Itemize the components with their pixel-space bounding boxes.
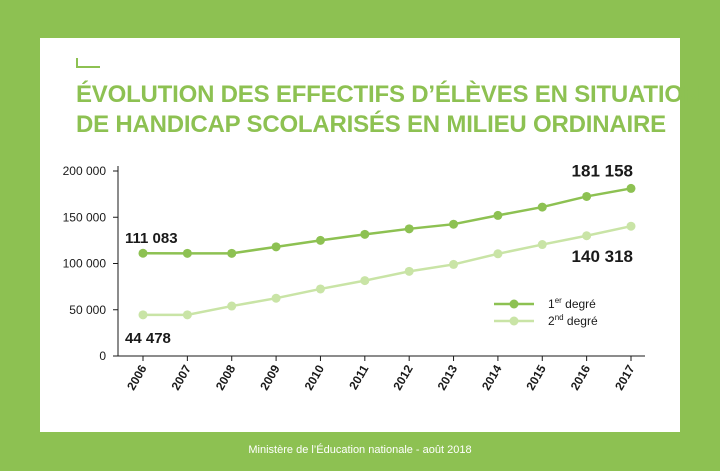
x-tick-label: 2010 [302, 362, 328, 392]
x-tick-label: 2016 [568, 362, 594, 392]
series-line [142, 187, 632, 255]
legend-label: 1er degré [548, 296, 596, 311]
data-point [493, 249, 503, 259]
chart-title-line-2: DE HANDICAP SCOLARISÉS EN MILIEU ORDINAI… [76, 111, 666, 138]
data-point [227, 301, 237, 311]
data-point [537, 240, 547, 250]
data-point [315, 284, 325, 294]
data-point [404, 224, 414, 234]
data-label: 181 158 [572, 161, 633, 180]
data-point [404, 266, 414, 276]
data-point [449, 259, 459, 269]
footer-credit: Ministère de l’Éducation nationale - aoû… [248, 444, 472, 456]
x-tick-label: 2011 [346, 362, 371, 392]
y-tick-label: 50 000 [69, 303, 106, 317]
chart-panel: ÉVOLUTION DES EFFECTIFS D’ÉLÈVES EN SITU… [40, 38, 700, 432]
y-tick-label: 150 000 [63, 210, 107, 224]
series-line [142, 224, 632, 317]
data-point [315, 235, 325, 245]
chart-title-line-1: ÉVOLUTION DES EFFECTIFS D’ÉLÈVES EN SITU… [76, 81, 700, 108]
x-tick-label: 2014 [479, 362, 505, 392]
x-tick-label: 2013 [435, 362, 461, 392]
x-tick-label: 2006 [124, 362, 150, 392]
data-point [271, 242, 281, 252]
data-point [626, 221, 636, 231]
y-tick-label: 200 000 [63, 164, 107, 178]
data-point [360, 276, 370, 286]
x-tick-label: 2007 [168, 362, 194, 392]
data-point [493, 210, 503, 220]
x-tick-label: 2017 [612, 362, 638, 392]
x-tick-label: 2012 [390, 362, 416, 392]
legend-swatch-marker [509, 299, 519, 309]
data-point [271, 293, 281, 303]
data-point [449, 219, 459, 229]
data-label: 44 478 [125, 330, 171, 347]
data-point [138, 310, 148, 320]
data-point [182, 248, 192, 258]
legend-label: 2nd degré [548, 313, 598, 328]
data-point [582, 191, 592, 201]
title-accent-mark [76, 58, 100, 68]
y-tick-label: 100 000 [63, 257, 107, 271]
x-tick-label: 2015 [523, 362, 549, 392]
chart-title: ÉVOLUTION DES EFFECTIFS D’ÉLÈVES EN SITU… [76, 80, 700, 140]
data-label: 111 083 [125, 230, 178, 247]
data-point [138, 248, 148, 258]
data-point [227, 248, 237, 258]
data-point [182, 310, 192, 320]
x-tick-label: 2009 [257, 362, 283, 392]
data-point [582, 231, 592, 241]
x-tick-label: 2008 [213, 362, 239, 392]
data-point [626, 183, 636, 193]
data-point [360, 229, 370, 239]
legend-swatch-marker [509, 316, 519, 326]
data-label: 140 318 [572, 247, 633, 266]
data-point [537, 202, 547, 212]
y-tick-label: 0 [99, 349, 106, 363]
